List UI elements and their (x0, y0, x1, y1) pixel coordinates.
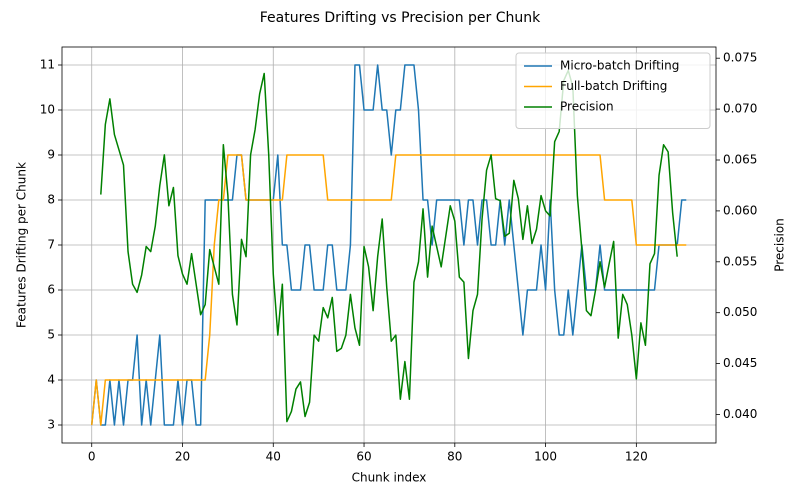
y-tick-label: 3 (47, 418, 55, 432)
legend-label: Micro-batch Drifting (560, 59, 679, 73)
x-tick-label: 0 (88, 450, 96, 464)
legend: Micro-batch Drifting Full-batch Drifting P… (515, 52, 711, 129)
y-tick-label: 4 (47, 373, 55, 387)
plot-frame (61, 46, 717, 444)
y-tick-label: 11 (40, 58, 55, 72)
series-line (90, 154, 687, 426)
y-tick-label: 9 (47, 148, 55, 162)
y2-axis-label: Precision (773, 218, 787, 272)
legend-label: Full-batch Drifting (560, 79, 667, 93)
y-tick-label: 8 (47, 193, 55, 207)
y2-tick-label: 0.055 (723, 254, 757, 268)
y-tick-label: 7 (47, 238, 55, 252)
x-tick-label: 60 (356, 450, 371, 464)
y2-tick-label: 0.065 (723, 152, 757, 166)
y-tick-label: 5 (47, 328, 55, 342)
x-tick-label: 100 (534, 450, 557, 464)
x-tick-label: 40 (266, 450, 281, 464)
y2-tick-label: 0.050 (723, 305, 757, 319)
y2-tick-label: 0.045 (723, 356, 757, 370)
chart-title: Features Drifting vs Precision per Chunk (260, 10, 541, 26)
y2-tick-label: 0.040 (723, 407, 757, 421)
x-axis-label: Chunk index (352, 471, 427, 485)
series-line (100, 69, 678, 423)
x-tick-label: 20 (175, 450, 190, 464)
y-tick-label: 6 (47, 283, 55, 297)
legend-box (515, 52, 711, 129)
y-axis-label: Features Drifting per Chunk (15, 162, 29, 328)
y-tick-label: 10 (40, 103, 55, 117)
x-tick-label: 80 (447, 450, 462, 464)
y2-tick-label: 0.060 (723, 203, 757, 217)
y2-tick-label: 0.075 (723, 51, 757, 65)
legend-label: Precision (560, 100, 614, 114)
x-tick-label: 120 (625, 450, 648, 464)
y2-tick-label: 0.070 (723, 102, 757, 116)
